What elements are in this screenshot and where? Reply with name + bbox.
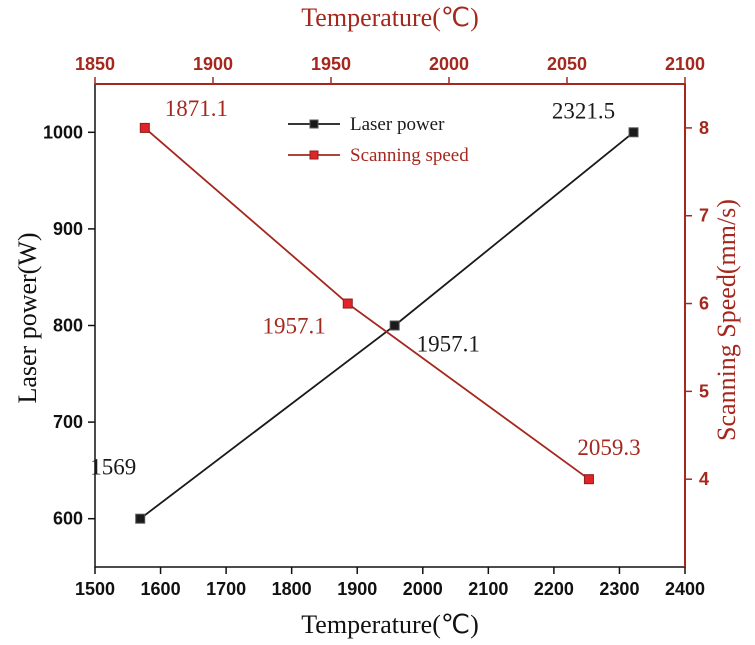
top-axis-tick-label: 1950 [311,54,351,74]
speed-data-label: 1957.1 [263,314,326,339]
right-axis-tick-label: 7 [699,206,709,226]
bottom-axis-title: Temperature(℃) [301,610,479,639]
legend-speed-label: Scanning speed [350,145,469,166]
legend: Laser power Scanning speed [288,114,469,166]
bottom-axis-tick-label: 1700 [206,579,246,599]
legend-laser-label: Laser power [350,114,445,135]
bottom-axis-tick-label: 2100 [468,579,508,599]
right-axis-tick-label: 8 [699,118,709,138]
left-axis-tick-label: 1000 [43,122,83,142]
speed-series-line [144,127,590,480]
left-axis-tick-label: 600 [53,509,83,529]
speed-data-label: 1871.1 [165,96,228,121]
bottom-axis-tick-label: 2000 [403,579,443,599]
bottom-axis-tick-label: 1800 [272,579,312,599]
left-axis-title: Laser power(W) [13,232,42,403]
left-axis-tick-label: 800 [53,316,83,336]
left-axis-tick-label: 700 [53,412,83,432]
bottom-axis-tick-label: 1500 [75,579,115,599]
laser-data-label: 1569 [90,455,136,480]
bottom-axis-tick-label: 2200 [534,579,574,599]
bottom-axis-tick-label: 1900 [337,579,377,599]
bottom-axis-tick-label: 2300 [599,579,639,599]
speed-point-marker [583,474,594,485]
laser-data-label: 1957.1 [417,332,480,357]
top-axis-tick-label: 1900 [193,54,233,74]
laser-point-marker [389,320,400,331]
bottom-axis-tick-label: 1600 [141,579,181,599]
top-axis-tick-label: 2100 [665,54,705,74]
speed-point-marker [342,298,353,309]
legend-laser-marker [309,119,319,129]
laser-point-marker [135,513,146,524]
bottom-axis-tick-label: 2400 [665,579,705,599]
speed-point-marker [139,122,150,133]
top-axis-tick-label: 2050 [547,54,587,74]
laser-point-marker [628,127,639,138]
top-axis-tick-label: 1850 [75,54,115,74]
right-axis-title: Scanning Speed(mm/s) [712,199,741,441]
top-axis-title: Temperature(℃) [301,3,479,32]
laser-data-label: 2321.5 [552,98,615,123]
right-axis-tick-label: 5 [699,381,709,401]
top-axis-tick-label: 2000 [429,54,469,74]
legend-speed-marker [309,150,319,160]
speed-data-label: 2059.3 [577,435,640,460]
right-axis-tick-label: 6 [699,294,709,314]
laser-series-line [139,131,635,520]
left-axis-tick-label: 900 [53,219,83,239]
right-axis-tick-label: 4 [699,469,709,489]
